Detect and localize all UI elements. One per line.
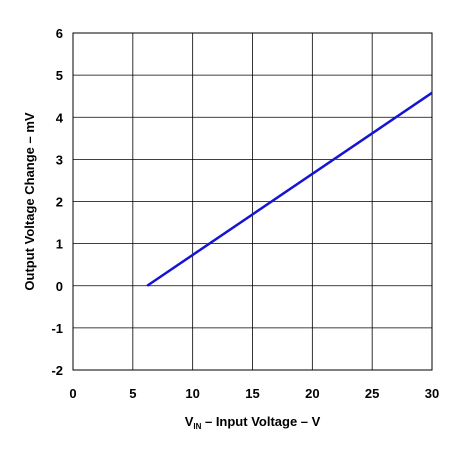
grid	[73, 33, 432, 370]
x-tick-label: 25	[365, 386, 379, 401]
x-tick-label: 15	[245, 386, 259, 401]
x-axis-label-rest: – Input Voltage – V	[201, 414, 320, 429]
y-tick-labels: -2 -1 0 1 2 3 4 5 6	[51, 26, 63, 378]
x-tick-label: 10	[185, 386, 199, 401]
y-axis-label: Output Voltage Change – mV	[22, 112, 37, 290]
y-tick-label: -1	[51, 321, 63, 336]
y-tick-label: 2	[56, 195, 63, 210]
series-group	[146, 91, 433, 287]
x-axis-label-main: V	[185, 414, 194, 429]
x-tick-label: 5	[129, 386, 136, 401]
y-tick-label: 6	[56, 26, 63, 41]
y-tick-label: 3	[56, 152, 63, 167]
x-tick-label: 20	[305, 386, 319, 401]
y-tick-label: -2	[51, 363, 63, 378]
x-tick-label: 30	[425, 386, 439, 401]
series-line-0	[146, 91, 433, 287]
x-axis-label: VIN – Input Voltage – V	[185, 414, 321, 431]
x-tick-label: 0	[69, 386, 76, 401]
y-tick-label: 0	[56, 279, 63, 294]
y-tick-label: 1	[56, 237, 63, 252]
y-tick-label: 4	[56, 110, 64, 125]
plot-frame	[72, 32, 433, 371]
x-tick-labels: 0 5 10 15 20 25 30	[69, 386, 439, 401]
x-axis-label-subscript: IN	[193, 422, 201, 431]
y-tick-label: 5	[56, 68, 63, 83]
